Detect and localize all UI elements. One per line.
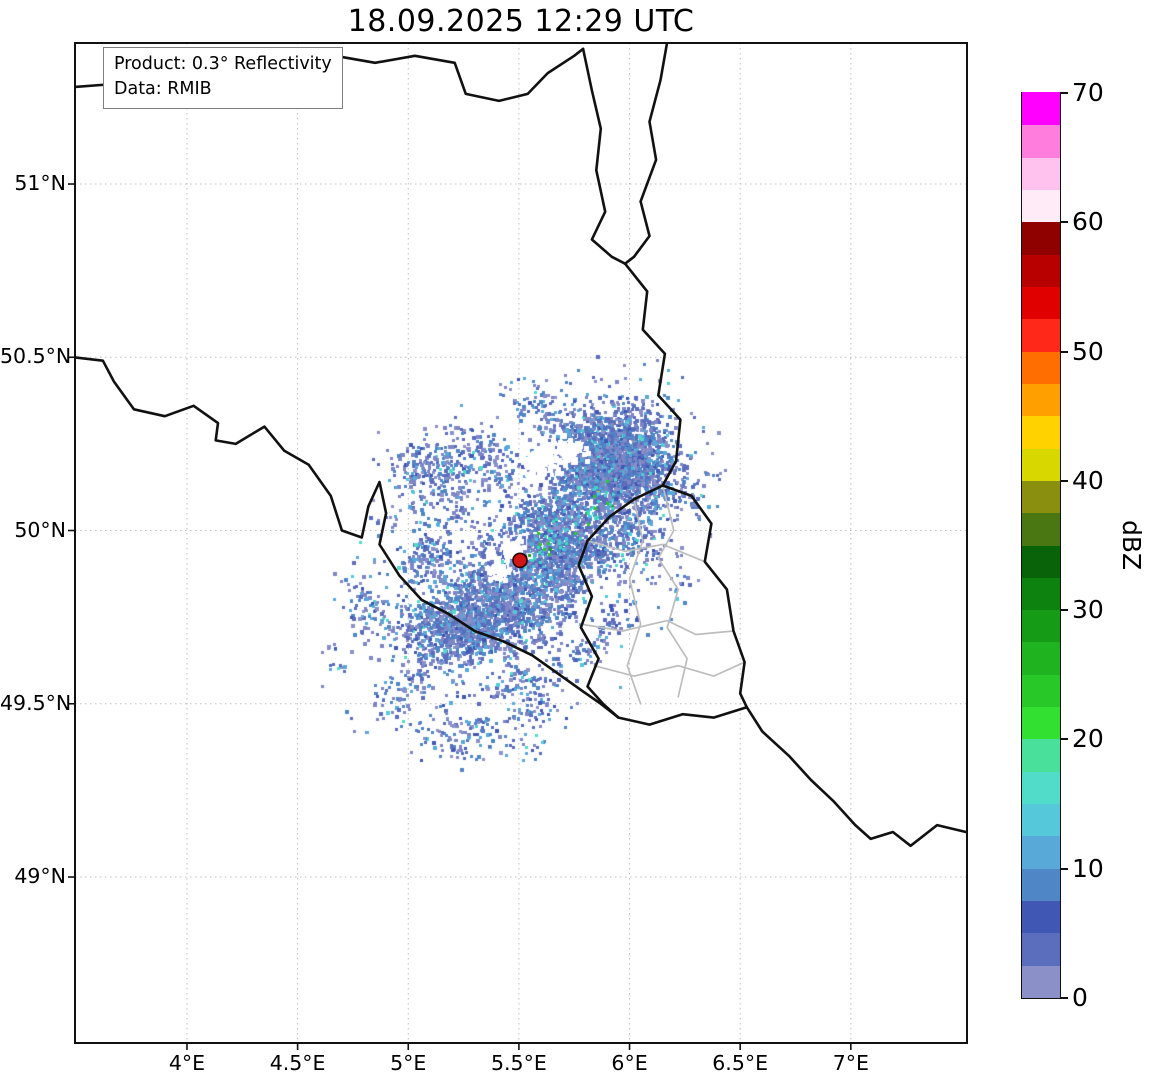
colorbar-tick-mark xyxy=(1060,92,1068,94)
colorbar-tick-label: 20 xyxy=(1072,724,1104,754)
colorbar-segment xyxy=(1022,609,1060,643)
colorbar-axis-label: dBZ xyxy=(1117,520,1146,571)
x-tick-label: 6.5°E xyxy=(712,1051,769,1075)
colorbar-tick-label: 0 xyxy=(1072,983,1088,1012)
colorbar-segment xyxy=(1022,383,1060,417)
colorbar-segment xyxy=(1022,286,1060,320)
colorbar-segment xyxy=(1022,932,1060,966)
colorbar-tick-label: 70 xyxy=(1072,78,1104,107)
colorbar-tick-label: 40 xyxy=(1072,465,1104,495)
country-border xyxy=(623,43,669,265)
colorbar-tick-label: 10 xyxy=(1072,853,1104,883)
regional-border xyxy=(580,619,735,636)
colorbar-segment xyxy=(1022,738,1060,772)
country-border xyxy=(577,484,665,719)
colorbar-tick-label: 60 xyxy=(1072,207,1104,237)
colorbar-segment xyxy=(1022,868,1060,902)
y-tick-label: 51°N xyxy=(14,171,66,196)
colorbar-segment xyxy=(1022,351,1060,384)
colorbar-tick-mark xyxy=(1060,738,1068,741)
colorbar-tick-mark xyxy=(1060,867,1068,870)
country-border xyxy=(75,356,620,719)
colorbar xyxy=(1021,92,1061,999)
country-border xyxy=(623,262,682,487)
x-tick-label: 4°E xyxy=(168,1051,206,1075)
colorbar-segment xyxy=(1022,900,1060,934)
colorbar-tick-mark xyxy=(1060,609,1068,612)
colorbar-segment xyxy=(1022,577,1060,611)
regional-border xyxy=(657,484,688,698)
regional-border xyxy=(586,540,706,563)
country-border xyxy=(745,705,967,848)
colorbar-tick-label: 30 xyxy=(1072,595,1104,625)
colorbar-segment xyxy=(1022,254,1060,287)
colorbar-segment xyxy=(1022,965,1060,998)
country-border xyxy=(617,705,749,726)
regional-border xyxy=(593,661,746,677)
y-tick-label: 49.5°N xyxy=(0,690,72,715)
colorbar-segment xyxy=(1022,512,1060,546)
colorbar-segment xyxy=(1022,447,1060,481)
product-line: Product: 0.3° Reflectivity xyxy=(114,54,332,74)
colorbar-segment xyxy=(1022,544,1060,578)
colorbar-segment xyxy=(1022,189,1060,223)
map-plot xyxy=(75,43,967,1043)
colorbar-segment xyxy=(1022,771,1060,805)
colorbar-segment xyxy=(1022,480,1060,514)
colorbar-segment xyxy=(1022,92,1060,126)
x-tick-label: 4.5°E xyxy=(269,1051,326,1075)
y-tick-label: 50°N xyxy=(14,517,66,542)
colorbar-tick-mark xyxy=(1060,997,1068,999)
colorbar-tick-mark xyxy=(1060,479,1068,482)
colorbar-tick-label: 50 xyxy=(1072,336,1104,366)
colorbar-segment xyxy=(1022,157,1060,190)
regional-border xyxy=(626,498,644,705)
x-tick-label: 6°E xyxy=(611,1051,648,1075)
country-border xyxy=(581,47,627,265)
colorbar-segment xyxy=(1022,803,1060,837)
x-tick-label: 5°E xyxy=(390,1051,427,1075)
data-source-line: Data: RMIB xyxy=(114,78,212,99)
y-tick-label: 49°N xyxy=(14,864,66,889)
x-tick-label: 5.5°E xyxy=(490,1051,547,1075)
product-info-box: Product: 0.3° Reflectivity Data: RMIB xyxy=(103,47,343,109)
colorbar-segment xyxy=(1022,415,1060,449)
colorbar-tick-mark xyxy=(1060,350,1068,353)
figure-title: 18.09.2025 12:29 UTC xyxy=(347,4,695,39)
colorbar-tick-mark xyxy=(1060,221,1068,224)
x-tick-label: 7°E xyxy=(832,1051,869,1075)
colorbar-segment xyxy=(1022,835,1060,869)
y-tick-label: 50.5°N xyxy=(0,344,72,369)
colorbar-segment xyxy=(1022,706,1060,740)
colorbar-segment xyxy=(1022,674,1060,708)
colorbar-segment xyxy=(1022,124,1060,158)
colorbar-segment xyxy=(1022,221,1060,255)
colorbar-segment xyxy=(1022,641,1060,675)
border-layer xyxy=(75,43,967,848)
colorbar-segment xyxy=(1022,318,1060,352)
radar-site-marker xyxy=(512,552,528,569)
